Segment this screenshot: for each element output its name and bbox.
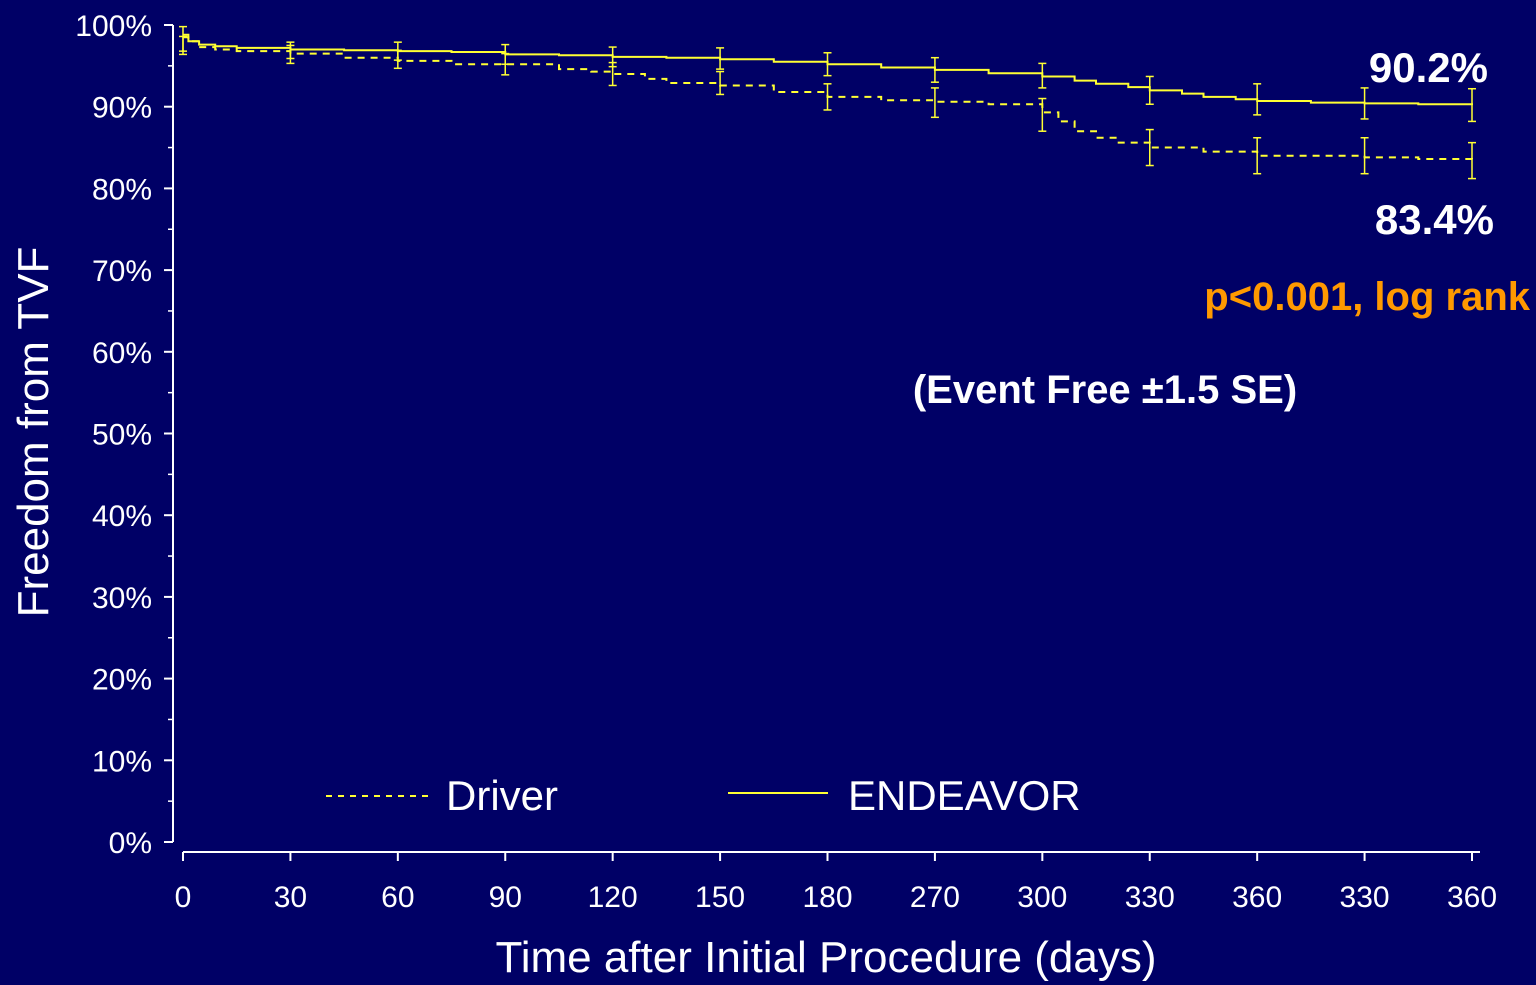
x-tick-label: 90	[489, 881, 522, 914]
y-tick-label: 10%	[92, 745, 152, 778]
series-endeavor-error-bar	[1360, 87, 1369, 120]
driver-final-label: 83.4%	[1375, 196, 1494, 243]
y-tick-label: 60%	[92, 337, 152, 370]
series-driver-error-bar	[1038, 97, 1047, 132]
series-endeavor-error-bar	[823, 52, 832, 77]
series-endeavor-curve	[183, 33, 1473, 106]
series-endeavor-error-bar	[608, 46, 617, 68]
y-tick-label: 100%	[75, 10, 152, 43]
pvalue-annotation: p<0.001, log rank	[1204, 275, 1530, 319]
series-driver-error-bar	[1253, 136, 1262, 175]
x-tick-label: 0	[175, 881, 192, 914]
legend-driver-label: Driver	[446, 772, 558, 819]
series-endeavor-error-bar	[1145, 75, 1154, 105]
series-driver-error-bar	[1468, 141, 1476, 180]
series-driver-error-bar	[930, 87, 939, 119]
y-tick-label: 90%	[92, 92, 152, 125]
series-endeavor-error-bar	[1253, 83, 1262, 116]
series-driver-error-bar	[716, 70, 725, 96]
x-tick-label: 120	[588, 881, 638, 914]
x-tick-label: 360	[1232, 881, 1282, 914]
series-endeavor-error-bar	[501, 43, 510, 65]
legend: Driver ENDEAVOR	[326, 772, 1081, 819]
x-tick-label: 270	[910, 881, 960, 914]
x-tick-label: 180	[802, 881, 852, 914]
x-tick-label: 60	[381, 881, 414, 914]
legend-endeavor-label: ENDEAVOR	[848, 772, 1081, 819]
curves	[179, 25, 1476, 180]
series-endeavor-error-bar	[716, 47, 725, 70]
x-tick-label: 330	[1125, 881, 1175, 914]
y-axis: 0% 10% 20% 30% 40% 50% 60% 70% 80% 90% 100%	[75, 10, 174, 860]
y-tick-label: 20%	[92, 664, 152, 697]
series-driver-error-bar	[1145, 128, 1154, 167]
x-tick-label: 360	[1447, 881, 1497, 914]
y-tick-label: 70%	[92, 255, 152, 288]
series-driver-error-bar	[1360, 136, 1369, 175]
endeavor-final-label: 90.2%	[1369, 44, 1488, 91]
x-tick-label: 300	[1017, 881, 1067, 914]
y-tick-label: 0%	[109, 827, 152, 860]
series-endeavor-error-bar	[393, 41, 402, 61]
series-endeavor-error-bar	[286, 41, 295, 60]
series-endeavor-error-bar	[1038, 62, 1047, 89]
x-axis: 0 30 60 90 120 150 180 270 300 330 360 330 360	[175, 851, 1497, 914]
series-endeavor-error-bar	[179, 25, 187, 52]
x-tick-label: 330	[1340, 881, 1390, 914]
y-tick-label: 50%	[92, 419, 152, 452]
series-endeavor-error-bar	[930, 56, 939, 83]
y-tick-label: 40%	[92, 500, 152, 533]
y-tick-label: 30%	[92, 582, 152, 615]
x-tick-label: 30	[274, 881, 307, 914]
y-tick-label: 80%	[92, 173, 152, 206]
series-endeavor-error-bar	[1468, 87, 1476, 123]
x-tick-label: 150	[695, 881, 745, 914]
series-driver-error-bar	[823, 83, 832, 111]
y-axis-label: Freedom from TVF	[9, 247, 58, 618]
event-free-annotation: (Event Free ±1.5 SE)	[913, 368, 1297, 412]
x-axis-label: Time after Initial Procedure (days)	[495, 933, 1156, 982]
